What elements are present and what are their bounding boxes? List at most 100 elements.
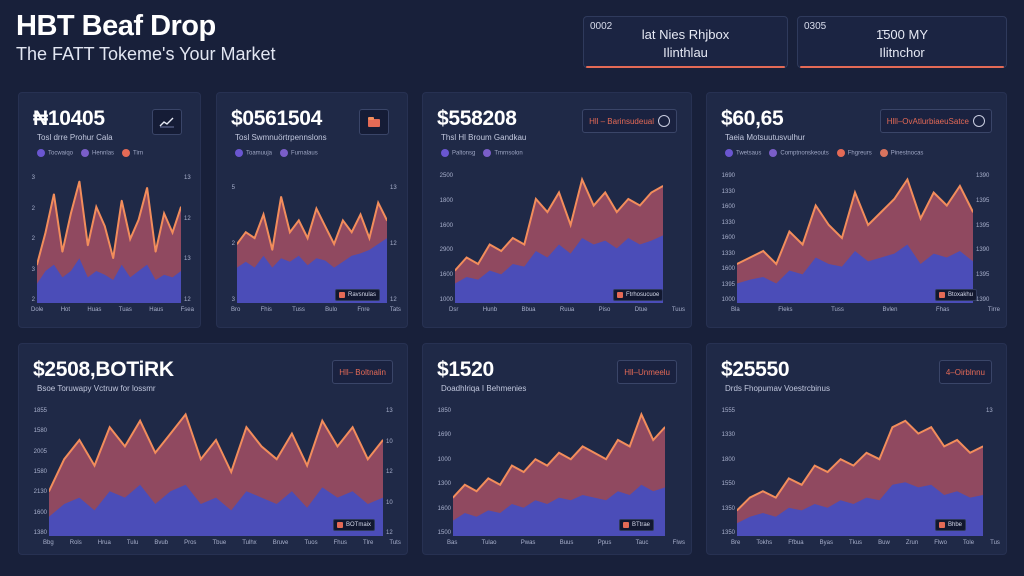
series-area-lower — [737, 244, 973, 303]
y-tick-label: 3 — [31, 175, 35, 181]
area-chart — [49, 412, 383, 536]
chart-tag[interactable]: Ftrhosucuoe — [613, 289, 664, 301]
chart-card[interactable]: $0561504 Tosl Swmnuörtrpennslons Toamuuja F… — [216, 92, 408, 328]
data-point — [546, 464, 548, 467]
data-point — [386, 219, 387, 222]
card-value: $1520 — [437, 358, 494, 381]
tag-label: BTtrae — [632, 522, 651, 528]
chart-card[interactable]: $1520 Doadhlriqa I Behmenies Hll–Unmeelu 18… — [422, 343, 692, 555]
card-badge[interactable]: Hll – Barinsudeual — [582, 109, 677, 133]
data-point — [87, 244, 89, 247]
chart-tag[interactable]: BOTmaix — [333, 519, 376, 531]
data-point — [775, 263, 778, 265]
data-point — [298, 219, 300, 222]
data-point — [382, 439, 383, 441]
card-subtitle: Tosl drre Prohur Cala — [37, 133, 113, 142]
data-point — [628, 445, 631, 448]
data-point — [245, 231, 247, 233]
data-point — [324, 225, 326, 228]
legend-label: Twetsaus — [736, 150, 762, 157]
tag-icon — [337, 522, 343, 528]
series-area-lower — [455, 235, 663, 303]
data-point — [124, 445, 126, 448]
y-tick-label: 1800 — [439, 197, 453, 204]
chart-tag[interactable]: BTtrae — [619, 519, 655, 531]
data-point — [61, 251, 64, 253]
badge-label: Hll– Boltnalin — [339, 367, 386, 377]
data-point — [53, 193, 55, 195]
card-legend: Tocwaiqo Hennlas Tirn — [37, 149, 143, 157]
y-tick-label: 1690 — [437, 432, 451, 439]
legend-dot — [483, 149, 492, 157]
chart-card[interactable]: $25550 Drds Fhopumav Voestrcbinus 4–Oirbln… — [706, 343, 1007, 555]
data-point — [932, 191, 935, 194]
legend-dot — [879, 149, 888, 157]
y-tick-label: 1330 — [721, 219, 735, 226]
data-point — [878, 458, 881, 460]
y-tick-label: 13 — [986, 408, 993, 414]
card-legend: Twetsaus Comptnonskeouts Fhgreurs Pinestnoc… — [725, 149, 923, 157]
card-subtitle: Thsl Hl Broum Gandkau — [441, 133, 527, 142]
info-icon[interactable] — [973, 115, 985, 127]
data-point — [500, 250, 502, 252]
data-point — [652, 439, 654, 441]
data-point — [477, 263, 479, 265]
data-point — [63, 458, 65, 460]
card-value: $0561504 — [231, 107, 323, 130]
y-tick-label: 1600 — [437, 505, 451, 512]
legend-dot — [280, 149, 289, 157]
data-point — [893, 198, 896, 200]
card-badge[interactable]: Hll–Unmeelu — [617, 360, 677, 384]
legend-label: Tirn — [133, 150, 144, 157]
data-point — [512, 237, 514, 239]
card-badge[interactable]: Hll– Boltnalin — [332, 360, 393, 384]
legend-item: Tirn — [122, 149, 143, 157]
data-point — [146, 187, 148, 189]
tag-label: BOTmaix — [346, 522, 372, 528]
x-tick-label: Fhus — [333, 540, 347, 546]
y-axis-right: 13 — [986, 408, 1005, 536]
data-point — [351, 426, 354, 428]
chart-card[interactable]: $2508,BOTiRK Bsoe Toruwapy Vctruw for los… — [18, 343, 408, 555]
data-point — [854, 191, 856, 194]
chart-tag[interactable]: Bhbe — [935, 519, 967, 531]
chart-card[interactable]: $558208 Thsl Hl Broum Gandkau Paltonsg Tmrn… — [422, 92, 692, 328]
chart-card[interactable]: $60,65 Taeia Motsuutusvulhur Twetsaus Compt… — [706, 92, 1007, 328]
y-tick-label: 1580 — [33, 428, 47, 435]
x-tick-label: Bruve — [272, 540, 289, 546]
stat-accent-bar — [586, 66, 785, 68]
y-tick-label: 1500 — [437, 529, 451, 536]
card-badge[interactable]: Hlll–OvAtlurbiaeuSatce — [879, 109, 992, 133]
data-point — [865, 452, 868, 454]
stat-box-2[interactable]: 0305 1̄500 MY Ilitnchor — [797, 16, 1007, 68]
tag-icon — [617, 292, 623, 298]
y-tick-label: 1395 — [976, 272, 990, 279]
series-area-lower — [453, 484, 665, 536]
trend-chart-icon[interactable] — [152, 109, 182, 135]
folder-icon[interactable] — [359, 109, 389, 135]
legend-item: Hennlas — [81, 149, 114, 157]
data-point — [108, 426, 111, 428]
data-point — [336, 445, 339, 448]
stat-box-1[interactable]: 0002 lat Nies Rhjbox Ilinthlau — [583, 16, 788, 68]
data-point — [78, 180, 81, 183]
data-point — [120, 199, 123, 202]
chart-card[interactable]: ₦10405 Tosl drre Prohur Cala Tocwaiqo Hennl… — [18, 92, 201, 328]
chart-tag[interactable]: Btoxakhu — [935, 289, 978, 301]
y-tick-label: 3 — [31, 266, 35, 273]
series-area-lower — [37, 258, 181, 303]
y-tick-label: 1395 — [976, 197, 990, 204]
y-tick-label: 1390 — [976, 247, 990, 254]
data-point — [841, 237, 843, 239]
chart-tag[interactable]: Ravsnulas — [335, 289, 381, 301]
legend-dot — [441, 149, 449, 157]
info-icon[interactable] — [658, 115, 670, 127]
y-tick-label: 1330 — [721, 188, 735, 195]
x-tick-label: Tokhs — [756, 540, 773, 546]
data-point — [180, 206, 181, 208]
x-tick-label: Bvub — [154, 540, 169, 546]
y-axis-right: 13 12 12 — [390, 185, 406, 303]
card-badge[interactable]: 4–Oirblnnu — [938, 360, 992, 384]
data-point — [737, 509, 738, 512]
page-header: HBT Beaf Drop The FATT Tokeme's Your Mar… — [16, 8, 276, 64]
